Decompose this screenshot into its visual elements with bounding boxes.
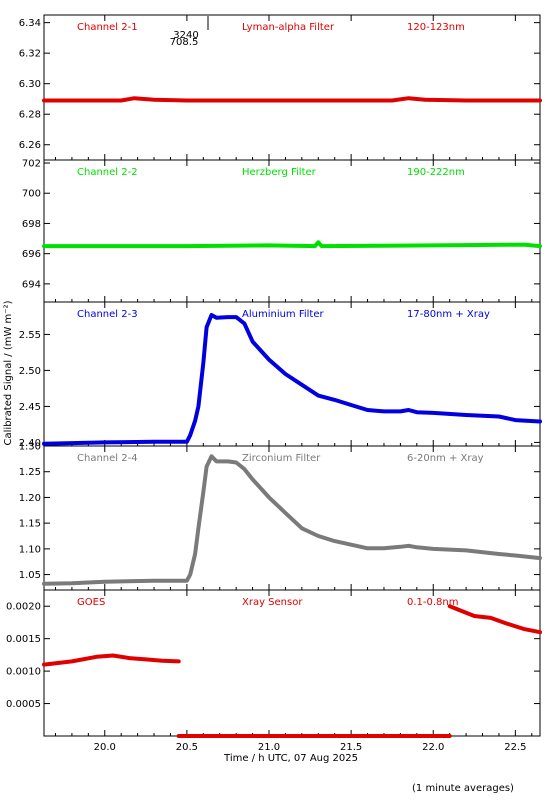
band-label: 0.1-0.8nm: [407, 597, 459, 608]
band-label: 17-80nm + Xray: [407, 309, 490, 320]
band-label: 190-222nm: [407, 167, 465, 178]
channel-label: Channel 2-2: [77, 167, 138, 178]
y-tick-label: 1.05: [19, 570, 41, 581]
filter-label: Xray Sensor: [242, 597, 303, 608]
panel-frame: [43, 159, 541, 303]
panel-4: 1.05 1.10 1.15 1.20 1.25 1.30 Channel 2-4 Zirco…: [19, 442, 542, 591]
y-tick-label: 694: [22, 279, 41, 290]
y-tick-label: 2.50: [19, 366, 41, 377]
panel-3: 2.40 2.45 2.50 2.55 Channel 2-3 Aluminium Fil…: [19, 301, 542, 449]
data-series: [42, 653, 181, 667]
channel-label: Channel 2-4: [77, 453, 138, 464]
x-tick-label: 20.5: [176, 742, 198, 753]
channel-label: GOES: [77, 597, 105, 608]
y-tick-label: 1.10: [19, 544, 41, 555]
y-tick-label: 2.55: [19, 330, 41, 341]
y-tick-label: 6.32: [19, 49, 41, 60]
data-series: [42, 454, 542, 586]
y-tick-label: 0.0020: [6, 602, 41, 613]
data-series: [42, 240, 542, 249]
x-tick-label: 21.0: [258, 742, 280, 753]
y-tick-label: 702: [22, 159, 41, 170]
data-series: [42, 96, 542, 103]
y-tick-label: 1.25: [19, 467, 41, 478]
y-tick-label: 6.30: [19, 79, 41, 90]
y-tick-label: 1.30: [19, 442, 41, 453]
y-tick-label: 2.45: [19, 402, 41, 413]
channel-label: Channel 2-3: [77, 309, 138, 320]
y-tick-label: 696: [22, 249, 41, 260]
y-tick-label: 6.34: [19, 18, 41, 29]
x-tick-label: 22.0: [422, 742, 444, 753]
x-tick-label: 20.0: [94, 742, 116, 753]
y-tick-label: 6.28: [19, 110, 41, 121]
y-tick-label: 700: [22, 189, 41, 200]
chart-panels: 6.26 6.28 6.30 6.32 6.34 Channel 2-1 Lyman-alp…: [6, 14, 542, 753]
panel-5: 0.0005 0.0010 0.0015 0.0020 GOES Xray Sensor 0…: [6, 589, 542, 738]
data-series: [447, 604, 542, 635]
x-tick-label: 21.5: [340, 742, 362, 753]
x-tick-label: 22.5: [504, 742, 526, 753]
y-tick-label: 0.0015: [6, 634, 41, 645]
filter-label: Aluminium Filter: [242, 309, 325, 320]
channel-label: Channel 2-1: [77, 22, 138, 33]
filter-label: Lyman-alpha Filter: [242, 22, 335, 33]
y-tick-label: 0.0010: [6, 667, 41, 678]
band-label: 120-123nm: [407, 22, 465, 33]
band-label: 6-20nm + Xray: [407, 453, 484, 464]
y-tick-label: 698: [22, 219, 41, 230]
filter-label: Zirconium Filter: [242, 453, 321, 464]
filter-label: Herzberg Filter: [242, 167, 317, 178]
y-tick-label: 0.0005: [6, 699, 41, 710]
y-tick-label: 6.26: [19, 140, 41, 151]
inset-annotation-line1: 3240: [173, 30, 198, 41]
y-axis-title: Calibrated Signal / (mW m⁻²): [3, 300, 14, 445]
inset-annotation-line2: 708.5: [170, 37, 199, 48]
x-axis-title: Time / h UTC, 07 Aug 2025: [223, 753, 358, 764]
y-tick-label: 1.15: [19, 519, 41, 530]
panel-frame: [43, 14, 541, 161]
y-tick-label: 2.40: [19, 438, 41, 449]
panel-2: 694 696 698 700 702 Channel 2-2 Herzberg Filte…: [22, 159, 542, 303]
panel-1: 6.26 6.28 6.30 6.32 6.34 Channel 2-1 Lyman-alp…: [19, 14, 542, 161]
footnote: (1 minute averages): [412, 783, 514, 794]
panel-frame: [43, 301, 541, 447]
y-tick-label: 1.20: [19, 493, 41, 504]
data-series: [42, 313, 542, 446]
